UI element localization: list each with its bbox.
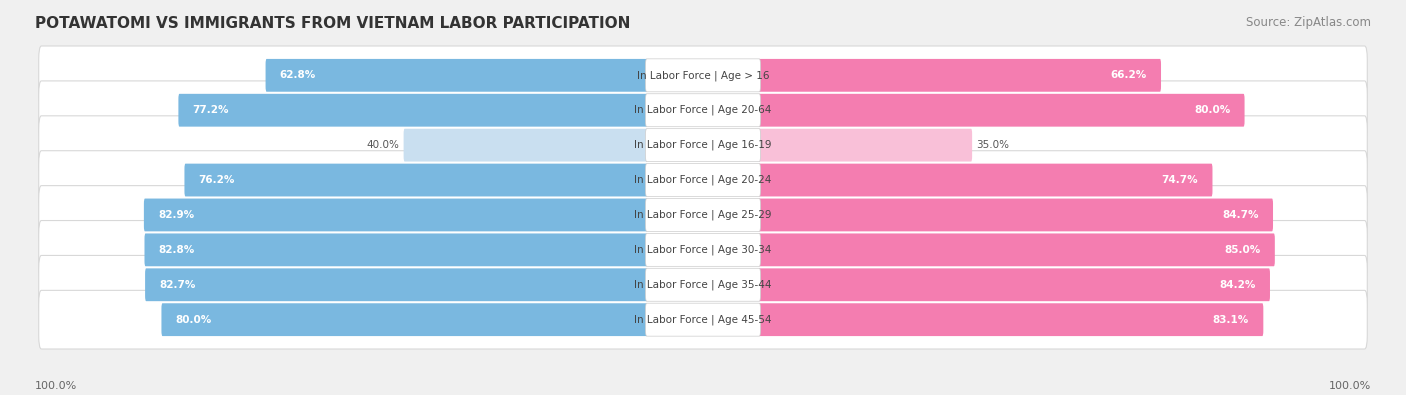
FancyBboxPatch shape (179, 94, 648, 127)
Text: 100.0%: 100.0% (1329, 381, 1371, 391)
FancyBboxPatch shape (266, 59, 648, 92)
FancyBboxPatch shape (645, 129, 761, 162)
Text: 100.0%: 100.0% (35, 381, 77, 391)
FancyBboxPatch shape (39, 256, 1367, 314)
Text: 85.0%: 85.0% (1225, 245, 1261, 255)
Text: 83.1%: 83.1% (1213, 315, 1249, 325)
Text: 82.8%: 82.8% (159, 245, 195, 255)
FancyBboxPatch shape (645, 59, 761, 92)
FancyBboxPatch shape (162, 303, 648, 336)
FancyBboxPatch shape (39, 220, 1367, 279)
Text: Source: ZipAtlas.com: Source: ZipAtlas.com (1246, 16, 1371, 29)
Text: 76.2%: 76.2% (198, 175, 235, 185)
FancyBboxPatch shape (758, 303, 1264, 336)
Text: In Labor Force | Age 45-54: In Labor Force | Age 45-54 (634, 314, 772, 325)
FancyBboxPatch shape (645, 233, 761, 266)
Text: In Labor Force | Age 20-64: In Labor Force | Age 20-64 (634, 105, 772, 115)
Text: 80.0%: 80.0% (176, 315, 212, 325)
FancyBboxPatch shape (645, 198, 761, 231)
FancyBboxPatch shape (143, 199, 648, 231)
Text: In Labor Force | Age 20-24: In Labor Force | Age 20-24 (634, 175, 772, 185)
Text: In Labor Force | Age 25-29: In Labor Force | Age 25-29 (634, 210, 772, 220)
FancyBboxPatch shape (39, 151, 1367, 209)
FancyBboxPatch shape (145, 268, 648, 301)
Text: POTAWATOMI VS IMMIGRANTS FROM VIETNAM LABOR PARTICIPATION: POTAWATOMI VS IMMIGRANTS FROM VIETNAM LA… (35, 16, 630, 31)
Text: In Labor Force | Age 35-44: In Labor Force | Age 35-44 (634, 280, 772, 290)
FancyBboxPatch shape (645, 164, 761, 197)
FancyBboxPatch shape (39, 290, 1367, 349)
FancyBboxPatch shape (758, 268, 1270, 301)
Text: 66.2%: 66.2% (1111, 70, 1147, 80)
Text: 82.7%: 82.7% (159, 280, 195, 290)
FancyBboxPatch shape (758, 164, 1212, 196)
Text: 84.2%: 84.2% (1219, 280, 1256, 290)
FancyBboxPatch shape (758, 233, 1275, 266)
FancyBboxPatch shape (39, 116, 1367, 175)
FancyBboxPatch shape (404, 129, 648, 162)
Text: 74.7%: 74.7% (1161, 175, 1198, 185)
FancyBboxPatch shape (758, 59, 1161, 92)
Text: 80.0%: 80.0% (1194, 105, 1230, 115)
FancyBboxPatch shape (758, 129, 972, 162)
Text: 62.8%: 62.8% (280, 70, 316, 80)
FancyBboxPatch shape (758, 94, 1244, 127)
FancyBboxPatch shape (645, 94, 761, 127)
FancyBboxPatch shape (645, 303, 761, 336)
FancyBboxPatch shape (758, 199, 1272, 231)
FancyBboxPatch shape (145, 233, 648, 266)
Text: 35.0%: 35.0% (976, 140, 1010, 150)
Text: 40.0%: 40.0% (367, 140, 399, 150)
Text: 82.9%: 82.9% (157, 210, 194, 220)
Text: In Labor Force | Age > 16: In Labor Force | Age > 16 (637, 70, 769, 81)
FancyBboxPatch shape (39, 46, 1367, 105)
Text: 84.7%: 84.7% (1222, 210, 1258, 220)
FancyBboxPatch shape (184, 164, 648, 196)
Text: In Labor Force | Age 16-19: In Labor Force | Age 16-19 (634, 140, 772, 150)
FancyBboxPatch shape (39, 186, 1367, 244)
Text: 77.2%: 77.2% (193, 105, 229, 115)
FancyBboxPatch shape (39, 81, 1367, 139)
FancyBboxPatch shape (645, 268, 761, 301)
Text: In Labor Force | Age 30-34: In Labor Force | Age 30-34 (634, 245, 772, 255)
